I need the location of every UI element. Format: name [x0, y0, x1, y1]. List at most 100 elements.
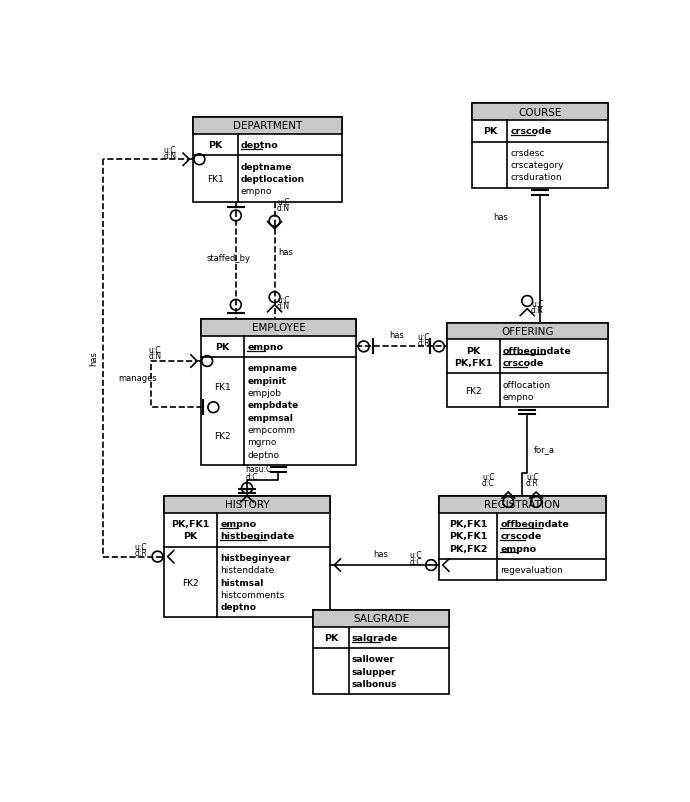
Text: d:C: d:C [482, 478, 495, 488]
Text: FK2: FK2 [182, 577, 199, 587]
Bar [439, 496, 606, 513]
Text: crscode: crscode [503, 358, 544, 367]
Text: crscode: crscode [500, 532, 542, 541]
Text: d:N: d:N [277, 204, 290, 213]
Text: u:C: u:C [277, 197, 290, 207]
Text: salgrade: salgrade [352, 633, 398, 642]
Text: deptno: deptno [248, 450, 279, 459]
Text: d:C: d:C [409, 557, 422, 566]
Text: PK: PK [184, 532, 197, 541]
Text: histenddate: histenddate [220, 565, 275, 574]
Text: empbdate: empbdate [248, 401, 299, 410]
Text: d:R: d:R [526, 478, 539, 488]
Text: FK2: FK2 [215, 431, 231, 440]
Text: d:N: d:N [148, 351, 161, 360]
Text: histbegindate: histbegindate [220, 532, 295, 541]
Text: empno: empno [241, 187, 273, 196]
Bar [164, 496, 331, 618]
Text: has: has [389, 330, 404, 340]
Text: empcomm: empcomm [248, 426, 295, 435]
Text: PK: PK [466, 346, 480, 355]
Bar [313, 610, 449, 695]
Text: empno: empno [248, 342, 284, 351]
Text: salbonus: salbonus [352, 679, 397, 688]
Text: salupper: salupper [352, 667, 396, 676]
Text: crscode: crscode [511, 128, 552, 136]
Text: u:C: u:C [531, 299, 544, 308]
Text: OFFERING: OFFERING [501, 326, 553, 337]
Text: empjob: empjob [248, 389, 282, 398]
Text: PK: PK [324, 633, 338, 642]
Text: d:N: d:N [164, 152, 177, 160]
Text: empno: empno [500, 544, 536, 553]
Text: d:R: d:R [531, 306, 544, 314]
Text: u:C: u:C [417, 332, 430, 342]
Text: u:C: u:C [135, 542, 147, 551]
Text: EMPLOYEE: EMPLOYEE [252, 322, 306, 333]
Bar [472, 104, 608, 121]
Text: empno: empno [503, 392, 534, 402]
Text: u:C: u:C [409, 551, 422, 560]
Text: offlocation: offlocation [503, 380, 551, 389]
Text: PK,FK1: PK,FK1 [171, 520, 210, 529]
Text: FK1: FK1 [207, 175, 224, 184]
Text: FK2: FK2 [465, 387, 482, 395]
Text: PK: PK [208, 141, 223, 150]
Text: crscategory: crscategory [511, 161, 564, 170]
Bar [193, 118, 342, 135]
Text: deptno: deptno [220, 602, 256, 611]
Text: d:N: d:N [277, 302, 290, 310]
Text: PK,FK1: PK,FK1 [449, 532, 487, 541]
Text: COURSE: COURSE [518, 107, 562, 117]
Text: SALGRADE: SALGRADE [353, 614, 409, 623]
Text: empno: empno [220, 520, 256, 529]
Text: u:C: u:C [482, 472, 495, 481]
Text: offbegindate: offbegindate [500, 520, 569, 529]
Text: HISTORY: HISTORY [225, 500, 269, 509]
Text: has: has [279, 248, 293, 257]
Text: deptname: deptname [241, 163, 293, 172]
Text: has: has [493, 213, 509, 221]
Text: d:R: d:R [417, 338, 430, 347]
Bar [201, 319, 356, 336]
Text: deptlocation: deptlocation [241, 175, 305, 184]
Text: u:C: u:C [148, 346, 161, 354]
Bar [472, 104, 608, 188]
Text: mgrno: mgrno [248, 438, 277, 447]
Text: d:R: d:R [135, 549, 147, 557]
Text: has: has [373, 549, 388, 558]
Bar [201, 319, 356, 465]
Text: regevaluation: regevaluation [500, 565, 563, 574]
Text: d:C: d:C [246, 472, 258, 481]
Text: DEPARTMENT: DEPARTMENT [233, 121, 302, 132]
Bar [313, 610, 449, 627]
Text: empmsal: empmsal [248, 413, 293, 422]
Text: u:C: u:C [526, 472, 539, 481]
Text: u:C: u:C [277, 295, 290, 304]
Text: PK: PK [215, 342, 230, 351]
Bar [446, 323, 608, 407]
Text: empinit: empinit [248, 376, 286, 385]
Text: PK,FK2: PK,FK2 [449, 544, 487, 553]
Text: crsdesc: crsdesc [511, 148, 545, 158]
Text: sallower: sallower [352, 654, 395, 664]
Text: histcomments: histcomments [220, 590, 284, 599]
Text: FK1: FK1 [215, 383, 231, 391]
Text: PK,FK1: PK,FK1 [454, 358, 493, 367]
Text: has: has [89, 351, 99, 366]
Text: histbeginyear: histbeginyear [220, 553, 290, 562]
Text: PK,FK1: PK,FK1 [449, 520, 487, 529]
Text: offbegindate: offbegindate [503, 346, 572, 355]
Bar [193, 118, 342, 202]
Bar [439, 496, 606, 581]
Text: hasu:C: hasu:C [246, 464, 272, 473]
Bar [446, 323, 608, 340]
Text: PK: PK [483, 128, 497, 136]
Bar [164, 496, 331, 513]
Text: staffed_by: staffed_by [206, 253, 250, 263]
Text: deptno: deptno [241, 141, 279, 150]
Text: for_a: for_a [533, 444, 555, 454]
Text: crsduration: crsduration [511, 173, 562, 182]
Text: manages: manages [118, 374, 157, 383]
Text: empname: empname [248, 364, 297, 373]
